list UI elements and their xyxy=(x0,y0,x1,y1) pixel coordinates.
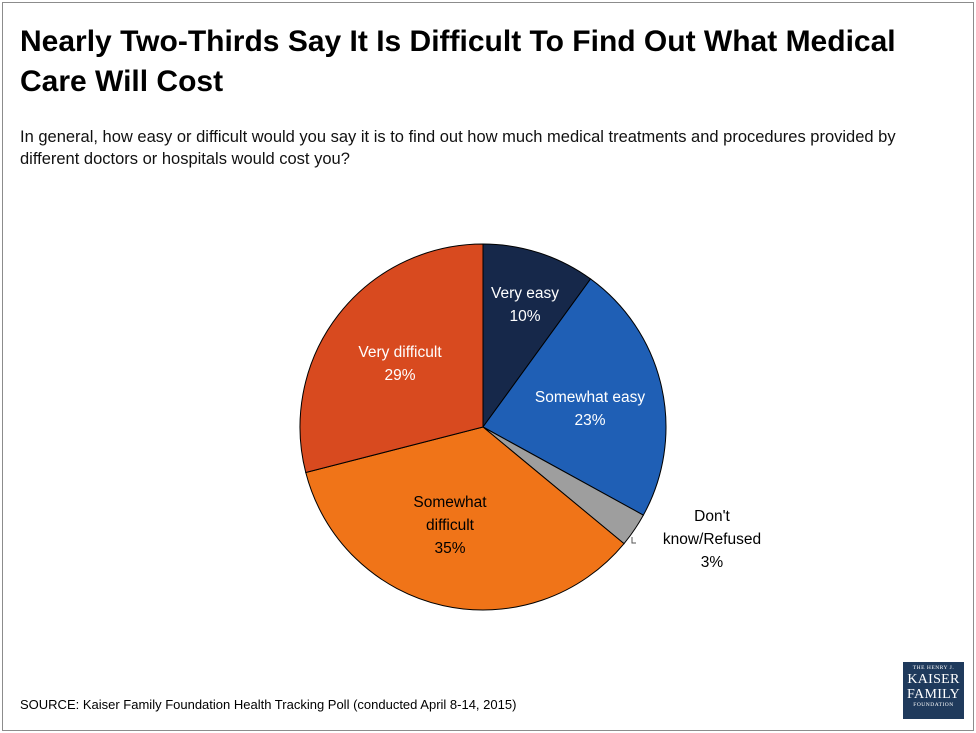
value-label-very-easy: 10% xyxy=(509,308,540,325)
logo-line-4: FOUNDATION xyxy=(913,702,954,708)
pie-slice-somewhat-difficult xyxy=(305,426,625,611)
logo-line-1: THE HENRY J. xyxy=(912,665,955,671)
category-label-very-easy: Very easy xyxy=(491,285,559,302)
logo-line-2: KAISER xyxy=(907,672,960,687)
logo-line-3: FAMILY xyxy=(906,687,961,702)
kff-logo: THE HENRY J. KAISER FAMILY FOUNDATION xyxy=(903,662,964,719)
pie-slice-somewhat-easy xyxy=(482,278,667,516)
source-note: SOURCE: Kaiser Family Foundation Health … xyxy=(20,697,517,712)
dont-know-leader-line xyxy=(631,537,636,544)
chart-subtitle: In general, how easy or difficult would … xyxy=(20,128,896,168)
category-label-don-t-know-refused: Don't xyxy=(694,508,730,525)
category-label-somewhat-difficult: difficult xyxy=(426,517,475,534)
category-label-don-t-know-refused: know/Refused xyxy=(663,531,761,548)
value-label-somewhat-easy: 23% xyxy=(574,412,605,429)
pie-slice-very-difficult xyxy=(299,243,484,474)
chart-title: Nearly Two-Thirds Say It Is Difficult To… xyxy=(20,25,896,98)
pie-slice-very-easy xyxy=(482,243,592,429)
value-label-somewhat-difficult: 35% xyxy=(434,540,465,557)
value-label-don-t-know-refused: 3% xyxy=(701,554,724,571)
value-label-very-difficult: 29% xyxy=(384,367,415,384)
category-label-somewhat-easy: Somewhat easy xyxy=(535,389,646,406)
category-label-somewhat-difficult: Somewhat xyxy=(413,494,487,511)
category-label-very-difficult: Very difficult xyxy=(358,344,442,361)
